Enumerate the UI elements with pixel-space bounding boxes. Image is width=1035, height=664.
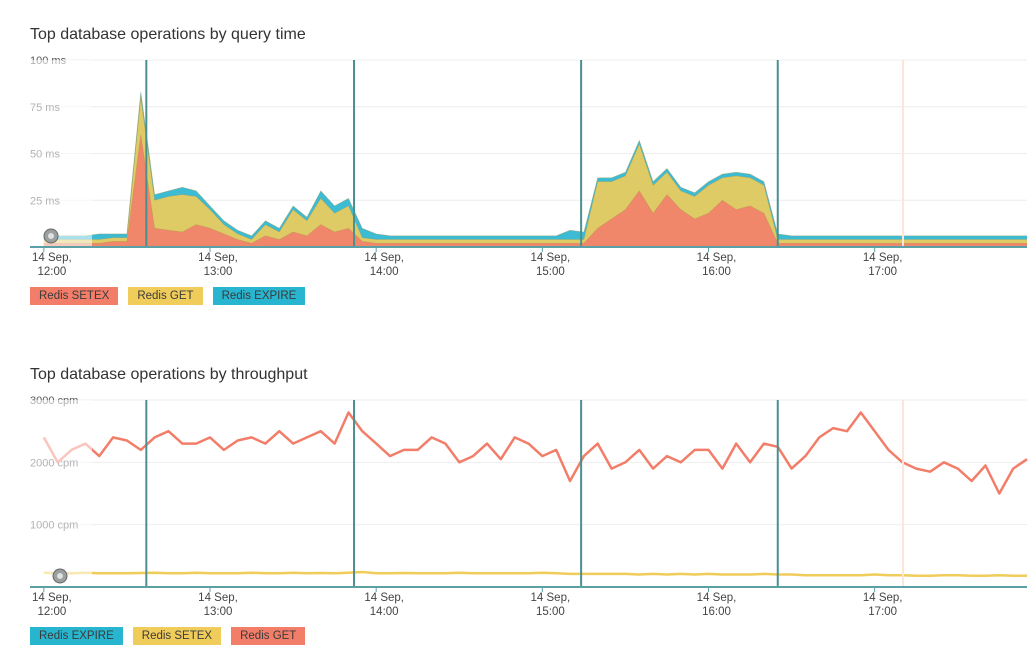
query-time-legend: Redis SETEX Redis GET Redis EXPIRE bbox=[30, 287, 306, 305]
throughput-panel: Top database operations by throughput 10… bbox=[0, 340, 1035, 664]
x-tick-label: 15:00 bbox=[536, 266, 565, 278]
x-tick-label: 16:00 bbox=[702, 266, 731, 278]
legend-item-redis-setex[interactable]: Redis SETEX bbox=[132, 627, 222, 645]
series-area-redis-setex[interactable] bbox=[43, 134, 1028, 247]
series-edge-redis-get bbox=[43, 97, 1027, 240]
throughput-legend: Redis EXPIRE Redis SETEX Redis GET bbox=[30, 627, 306, 645]
x-tick-label: 14:00 bbox=[370, 606, 399, 618]
throughput-title: Top database operations by throughput bbox=[30, 366, 308, 383]
query-time-panel: Top database operations by query time 25… bbox=[0, 0, 1035, 320]
series-area-redis-get[interactable] bbox=[43, 97, 1028, 248]
x-tick-label: 14 Sep, bbox=[364, 592, 404, 604]
x-tick-label: 15:00 bbox=[536, 606, 565, 618]
series-line-redis-setex[interactable] bbox=[43, 570, 1027, 578]
x-tick-label: 17:00 bbox=[868, 606, 897, 618]
x-tick-label: 14 Sep, bbox=[32, 252, 72, 264]
x-tick-label: 14 Sep, bbox=[198, 592, 238, 604]
faded-region bbox=[30, 400, 92, 587]
series-edge-redis-setex bbox=[43, 134, 1027, 244]
x-tick-label: 17:00 bbox=[868, 266, 897, 278]
x-tick-label: 13:00 bbox=[204, 266, 233, 278]
x-tick-label: 14 Sep, bbox=[364, 252, 404, 264]
x-tick-label: 14 Sep, bbox=[697, 592, 737, 604]
x-tick-label: 14 Sep, bbox=[531, 592, 571, 604]
x-tick-label: 14 Sep, bbox=[697, 252, 737, 264]
x-tick-label: 14 Sep, bbox=[32, 592, 72, 604]
faded-region bbox=[30, 60, 92, 247]
x-tick-label: 14 Sep, bbox=[531, 252, 571, 264]
legend-item-redis-get[interactable]: Redis GET bbox=[231, 627, 306, 645]
x-tick-label: 14 Sep, bbox=[198, 252, 238, 264]
legend-item-redis-setex[interactable]: Redis SETEX bbox=[30, 287, 119, 305]
series-line-redis-get[interactable] bbox=[42, 411, 1028, 495]
x-tick-label: 14 Sep, bbox=[863, 592, 903, 604]
x-tick-label: 16:00 bbox=[702, 606, 731, 618]
range-slider-handle-inner bbox=[57, 573, 63, 579]
query-time-title: Top database operations by query time bbox=[30, 26, 306, 43]
range-slider-handle-inner bbox=[48, 233, 54, 239]
series-edge-redis-expire bbox=[43, 91, 1027, 237]
legend-item-redis-get[interactable]: Redis GET bbox=[128, 287, 203, 305]
x-tick-label: 14 Sep, bbox=[863, 252, 903, 264]
legend-item-redis-expire[interactable]: Redis EXPIRE bbox=[212, 287, 306, 305]
x-tick-label: 13:00 bbox=[204, 606, 233, 618]
x-tick-label: 14:00 bbox=[370, 266, 399, 278]
x-tick-label: 12:00 bbox=[37, 266, 66, 278]
x-tick-label: 12:00 bbox=[37, 606, 66, 618]
legend-item-redis-expire[interactable]: Redis EXPIRE bbox=[30, 627, 123, 645]
